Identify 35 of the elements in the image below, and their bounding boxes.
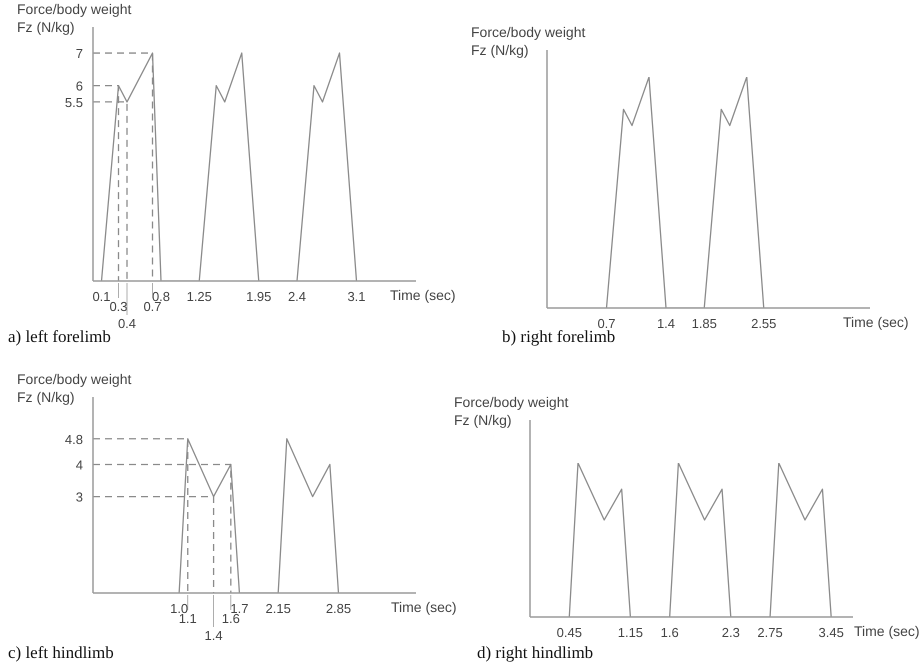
x-axis-title: Time (sec): [843, 314, 909, 330]
x-tick-label: 1.85: [692, 316, 717, 331]
x-tick-label: 2.15: [266, 601, 291, 616]
text: a) left forelimb: [8, 327, 111, 347]
x-axis-title: Time (sec): [854, 623, 920, 639]
x-tick-label: 2.85: [326, 601, 352, 616]
x-tick-label: 3.1: [347, 289, 366, 304]
x-axis-title: Time (sec): [391, 599, 457, 615]
annotation: 0.4: [118, 316, 136, 331]
x-axis-title: Time (sec): [390, 287, 456, 303]
x-tick-label: 1.25: [186, 289, 212, 304]
text: c) left hindlimb: [8, 643, 114, 663]
text: d) right hindlimb: [477, 643, 594, 663]
y-tick-label: 3: [76, 490, 83, 505]
y-axis-title: Force/body weight Fz (N/kg): [17, 370, 132, 406]
y-axis-title: Force/body weight Fz (N/kg): [17, 0, 132, 36]
y-axis-title: Force/body weight Fz (N/kg): [471, 23, 586, 59]
x-tick-label: 1.15: [618, 625, 644, 640]
x-tick-label: 0.1: [92, 289, 111, 304]
x-tick-label: 2.75: [757, 625, 783, 640]
y-axis-title: Force/body weight Fz (N/kg): [454, 393, 568, 429]
x-tick-label: 1.95: [246, 289, 272, 304]
x-tick-label: 2.55: [751, 316, 776, 331]
annotation: 0.3: [109, 299, 128, 314]
y-tick-label: 4.8: [64, 432, 83, 447]
y-tick-label: 4: [76, 457, 83, 472]
x-tick-label: 2.3: [722, 625, 740, 640]
x-tick-label: 1.6: [660, 625, 679, 640]
y-tick-label: 5.5: [64, 94, 83, 110]
x-tick-label: 0.45: [556, 625, 582, 640]
y-tick-label: 7: [76, 46, 83, 62]
x-tick-label: 3.45: [818, 625, 844, 640]
x-tick-label: 2.4: [288, 289, 306, 304]
x-tick-label: 1.4: [656, 316, 676, 331]
y-tick-label: 6: [76, 78, 83, 94]
